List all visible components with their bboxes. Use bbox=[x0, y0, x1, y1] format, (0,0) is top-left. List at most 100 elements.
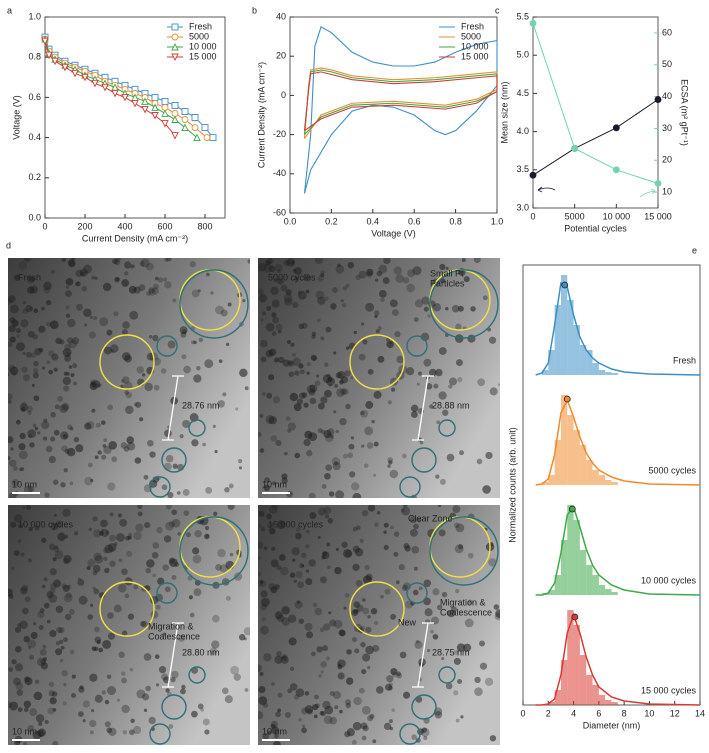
particle bbox=[348, 471, 356, 478]
particle bbox=[30, 352, 37, 358]
particle bbox=[94, 626, 100, 633]
particle bbox=[148, 716, 156, 725]
distance-bar bbox=[412, 375, 434, 441]
particle bbox=[362, 653, 371, 662]
particle bbox=[352, 526, 358, 532]
particle bbox=[49, 588, 56, 595]
particle bbox=[365, 645, 374, 655]
particle bbox=[373, 473, 377, 477]
particle bbox=[438, 391, 447, 400]
particle bbox=[238, 459, 243, 464]
particle bbox=[43, 286, 51, 294]
particle bbox=[146, 291, 151, 296]
particle bbox=[270, 723, 276, 729]
particle bbox=[316, 646, 323, 653]
particle bbox=[449, 377, 458, 386]
particle bbox=[115, 258, 121, 262]
particle bbox=[293, 403, 302, 412]
particle bbox=[126, 436, 135, 444]
particle bbox=[439, 478, 446, 485]
particle bbox=[273, 278, 278, 283]
particle bbox=[410, 404, 419, 413]
particle bbox=[89, 673, 98, 682]
particle bbox=[117, 513, 122, 518]
particle bbox=[114, 259, 121, 266]
particle bbox=[320, 336, 325, 341]
particle bbox=[346, 728, 355, 737]
particle bbox=[20, 586, 28, 595]
particle bbox=[389, 525, 394, 530]
particle bbox=[403, 691, 411, 699]
x-tick-label: 0.8 bbox=[449, 216, 462, 226]
particle bbox=[473, 258, 481, 264]
particle bbox=[10, 304, 19, 314]
particle bbox=[339, 630, 346, 637]
particle bbox=[378, 264, 388, 274]
particle bbox=[384, 683, 393, 691]
particle bbox=[281, 473, 288, 480]
histogram-bar bbox=[560, 395, 568, 485]
particle bbox=[83, 264, 92, 274]
y-tick-label: 5.5 bbox=[516, 11, 529, 21]
particle bbox=[176, 491, 181, 495]
particle bbox=[411, 734, 417, 740]
particle bbox=[219, 564, 229, 573]
particle bbox=[280, 655, 289, 664]
particle bbox=[358, 270, 367, 279]
particle bbox=[129, 667, 134, 672]
particle bbox=[436, 420, 441, 425]
ring bbox=[179, 516, 249, 586]
particle bbox=[260, 339, 268, 348]
particle bbox=[191, 439, 199, 447]
particle bbox=[260, 590, 268, 598]
particle bbox=[93, 588, 100, 595]
particle bbox=[38, 625, 44, 631]
particle bbox=[258, 685, 266, 694]
particle bbox=[361, 444, 365, 448]
particle bbox=[393, 551, 399, 557]
ring bbox=[149, 723, 171, 745]
particle bbox=[332, 462, 341, 471]
particle bbox=[135, 523, 144, 532]
particle bbox=[200, 708, 204, 712]
particle bbox=[106, 727, 113, 734]
particle bbox=[35, 714, 45, 723]
particle bbox=[109, 534, 116, 542]
particle bbox=[271, 299, 280, 308]
y2-tick-label: 20 bbox=[662, 155, 672, 165]
particle bbox=[276, 565, 282, 571]
particle bbox=[376, 270, 383, 277]
y-tick-label: 0 bbox=[281, 90, 286, 100]
particle bbox=[11, 319, 19, 327]
particle bbox=[301, 564, 305, 568]
particle bbox=[91, 646, 97, 652]
particle bbox=[455, 523, 465, 533]
particle bbox=[358, 353, 366, 361]
series-line bbox=[303, 69, 498, 135]
particle bbox=[370, 608, 378, 615]
particle bbox=[289, 666, 295, 672]
particle bbox=[153, 384, 160, 391]
particle bbox=[23, 635, 30, 643]
particle bbox=[271, 546, 276, 551]
particle bbox=[333, 691, 341, 699]
ring bbox=[156, 335, 178, 357]
marker bbox=[171, 33, 179, 41]
particle bbox=[273, 740, 281, 745]
particle bbox=[68, 365, 73, 369]
particle bbox=[358, 687, 365, 694]
particle bbox=[258, 262, 267, 272]
particle bbox=[271, 522, 275, 527]
particle bbox=[365, 302, 375, 312]
particle bbox=[183, 365, 191, 374]
particle bbox=[362, 598, 366, 602]
particle bbox=[167, 492, 174, 498]
particle bbox=[107, 404, 113, 411]
y2-tick-label: 10 bbox=[662, 186, 672, 196]
particle bbox=[306, 371, 310, 375]
particle bbox=[217, 400, 225, 408]
particle bbox=[401, 584, 409, 592]
particle bbox=[438, 347, 447, 355]
particle bbox=[338, 629, 346, 637]
x-axis-label: Diameter (nm) bbox=[583, 720, 641, 730]
